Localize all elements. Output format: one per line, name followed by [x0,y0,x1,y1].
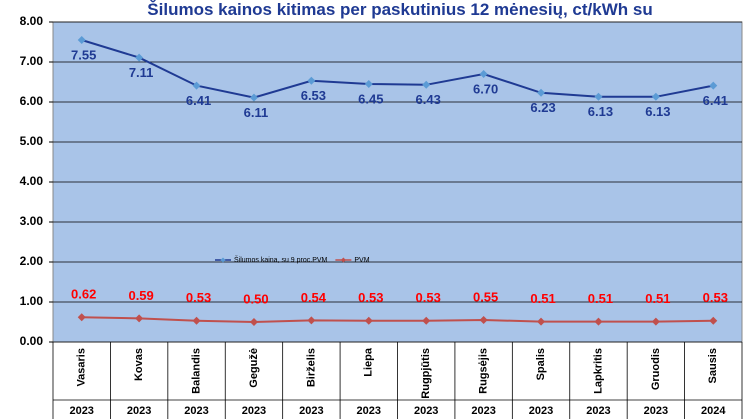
x-tick-label: Gegužė [248,348,260,388]
marker [709,316,718,325]
x-year-label: 2023 [69,405,93,417]
legend-label: PVM [354,257,369,264]
data-label: 6.43 [416,92,441,107]
x-tick-label: Lapkritis [592,348,604,394]
marker [594,317,603,326]
data-label: 6.45 [358,91,383,106]
x-year-label: 2023 [184,405,208,417]
x-year-label: 2023 [357,405,381,417]
marker [364,80,373,88]
x-tick-label: Kovas [133,348,145,381]
series-line [81,39,714,99]
x-year-label: 2023 [586,405,610,417]
data-label: 6.13 [645,104,670,119]
data-label: 0.54 [301,290,327,305]
x-tick-label: Birželis [305,348,317,387]
data-label: 6.53 [301,88,326,103]
marker [77,313,86,322]
x-tick-label: Gruodis [650,348,662,390]
data-label: 0.53 [416,290,441,305]
marker [651,92,660,101]
x-year-label: 2023 [242,405,266,417]
x-tick-label: Sausis [707,348,719,383]
x-year-label: 2023 [127,405,151,417]
data-label: 7.11 [129,65,154,80]
x-tick-label: Rugsėjis [478,348,490,394]
x-tick-label: Liepa [363,347,375,377]
marker [709,81,718,90]
marker [192,316,201,325]
x-year-label: 2023 [644,405,668,417]
data-label: 0.53 [703,290,728,305]
y-tick-label: 6.00 [20,94,44,108]
y-tick-label: 3.00 [20,214,44,228]
x-year-label: 2023 [471,405,495,417]
marker [594,92,603,101]
data-label: 0.62 [71,287,96,302]
marker [537,88,546,97]
data-label: 0.55 [473,289,498,304]
data-label: 6.23 [530,100,555,115]
legend-marker [220,257,226,263]
data-label: 6.13 [588,104,613,119]
marker [135,314,144,323]
y-tick-label: 8.00 [20,14,44,28]
x-year-label: 2024 [701,405,726,417]
x-year-label: 2023 [529,405,553,417]
marker [422,316,431,325]
series-line [81,316,714,324]
data-label: 6.11 [244,105,269,120]
y-tick-label: 4.00 [20,174,44,188]
data-label: 0.59 [128,288,153,303]
y-tick-label: 7.00 [20,54,44,68]
y-tick-label: 2.00 [20,254,44,268]
y-tick-label: 1.00 [20,294,44,308]
x-year-label: 2023 [414,405,438,417]
data-label: 6.41 [186,93,211,108]
x-tick-label: Rugpjūtis [420,348,432,399]
marker [192,81,201,90]
x-tick-label: Spalis [535,348,547,380]
y-tick-label: 5.00 [20,134,44,148]
y-tick-label: 0.00 [20,334,44,348]
data-label: 0.53 [186,290,211,305]
x-tick-label: Balandis [190,348,202,394]
data-label: 0.51 [530,291,555,306]
marker [651,317,660,326]
x-year-label: 2023 [299,405,323,417]
x-tick-label: Vasaris [76,348,88,387]
marker [364,316,373,325]
data-label: 6.41 [703,93,728,108]
data-label: 6.70 [473,81,498,96]
legend-marker [340,257,346,263]
marker [135,53,144,62]
data-label: 0.51 [588,291,613,306]
marker [422,80,431,89]
marker [307,76,316,85]
data-label: 7.55 [71,47,96,62]
marker [249,318,258,326]
marker [479,316,488,324]
data-label: 0.50 [243,291,268,306]
data-label: 0.53 [358,290,383,305]
marker [307,316,316,325]
marker [537,317,546,326]
legend-label: Šilumos kaina, su 9 proc.PVM [234,255,328,264]
marker [249,93,258,102]
data-label: 0.51 [645,291,670,306]
marker [479,70,488,78]
marker [77,36,86,44]
